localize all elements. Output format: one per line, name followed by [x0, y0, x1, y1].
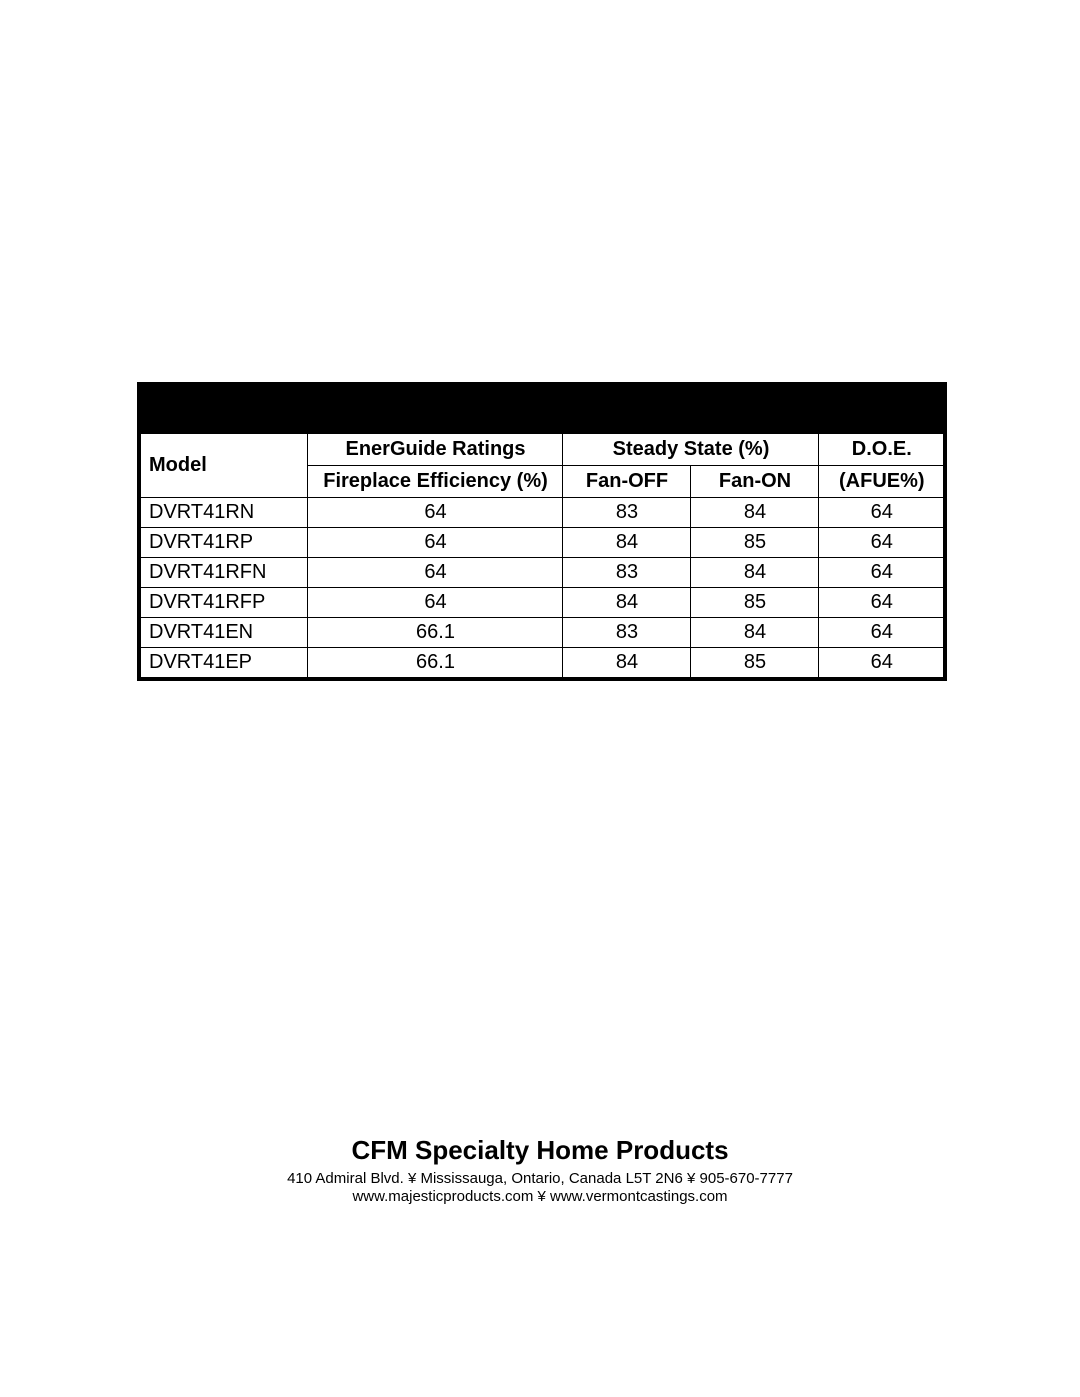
col-subheader-fanoff: Fan-OFF — [562, 466, 690, 498]
cell-ener: 66.1 — [307, 648, 562, 680]
cell-model: DVRT41EN — [139, 618, 307, 648]
table-row: DVRT41RN64838464 — [139, 498, 945, 528]
cell-model: DVRT41RFN — [139, 558, 307, 588]
cell-fanon: 84 — [690, 558, 818, 588]
cell-model: DVRT41RP — [139, 528, 307, 558]
cell-ener: 66.1 — [307, 618, 562, 648]
cell-model: DVRT41RFP — [139, 588, 307, 618]
table-row: DVRT41EN66.1838464 — [139, 618, 945, 648]
col-header-steady: Steady State (%) — [562, 434, 818, 466]
cell-afue: 64 — [818, 618, 945, 648]
cell-fanoff: 84 — [562, 648, 690, 680]
cell-fanon: 84 — [690, 498, 818, 528]
col-header-model: Model — [139, 434, 307, 498]
company-address: 410 Admiral Blvd. ¥ Mississauga, Ontario… — [0, 1170, 1080, 1189]
energuide-table-container: Model EnerGuide Ratings Steady State (%)… — [137, 382, 943, 681]
cell-ener: 64 — [307, 498, 562, 528]
cell-model: DVRT41EP — [139, 648, 307, 680]
col-subheader-ener: Fireplace Efficiency (%) — [307, 466, 562, 498]
cell-fanoff: 83 — [562, 618, 690, 648]
cell-fanon: 85 — [690, 528, 818, 558]
table-top-band — [139, 384, 945, 434]
energuide-table: Model EnerGuide Ratings Steady State (%)… — [137, 382, 947, 681]
cell-model: DVRT41RN — [139, 498, 307, 528]
cell-afue: 64 — [818, 558, 945, 588]
cell-fanoff: 83 — [562, 558, 690, 588]
col-subheader-fanon: Fan-ON — [690, 466, 818, 498]
cell-fanoff: 84 — [562, 528, 690, 558]
col-header-doe: D.O.E. — [818, 434, 945, 466]
cell-fanon: 85 — [690, 588, 818, 618]
cell-afue: 64 — [818, 498, 945, 528]
cell-fanon: 85 — [690, 648, 818, 680]
table-row: DVRT41RFP64848564 — [139, 588, 945, 618]
cell-ener: 64 — [307, 558, 562, 588]
cell-afue: 64 — [818, 588, 945, 618]
page-footer: CFM Specialty Home Products 410 Admiral … — [0, 1135, 1080, 1208]
col-subheader-afue: (AFUE%) — [818, 466, 945, 498]
table-row: DVRT41RP64848564 — [139, 528, 945, 558]
company-name: CFM Specialty Home Products — [0, 1135, 1080, 1166]
page: Model EnerGuide Ratings Steady State (%)… — [0, 0, 1080, 1397]
cell-ener: 64 — [307, 588, 562, 618]
cell-afue: 64 — [818, 528, 945, 558]
table-row: DVRT41EP66.1848564 — [139, 648, 945, 680]
company-urls: www.majesticproducts.com ¥ www.vermontca… — [0, 1188, 1080, 1207]
cell-fanon: 84 — [690, 618, 818, 648]
cell-ener: 64 — [307, 528, 562, 558]
table-header-row-1: Model EnerGuide Ratings Steady State (%)… — [139, 434, 945, 466]
cell-afue: 64 — [818, 648, 945, 680]
col-header-ener: EnerGuide Ratings — [307, 434, 562, 466]
cell-fanoff: 83 — [562, 498, 690, 528]
cell-fanoff: 84 — [562, 588, 690, 618]
table-row: DVRT41RFN64838464 — [139, 558, 945, 588]
